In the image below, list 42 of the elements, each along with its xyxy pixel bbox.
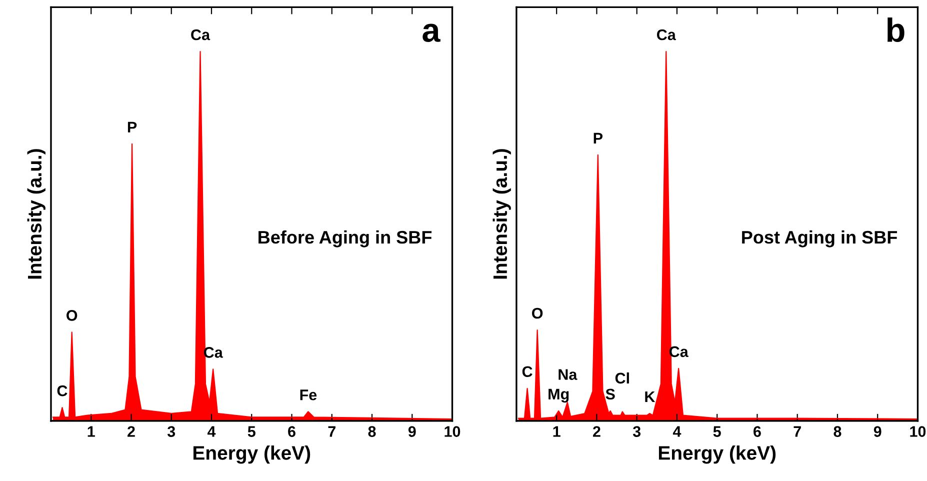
x-tick-label: 4: [207, 426, 216, 437]
annotation: Mg: [548, 388, 569, 403]
text: a: [422, 24, 440, 42]
annotation: P: [128, 122, 137, 132]
x-tick-label: 5: [248, 426, 256, 437]
x-tick-label: 9: [408, 426, 416, 437]
y-axis-title: Intensity (a.u.): [492, 149, 511, 279]
x-tick-label: 7: [794, 426, 801, 437]
annotation: C: [522, 366, 532, 378]
x-tick-label: 10: [444, 426, 460, 437]
x-tick-label: 7: [328, 426, 336, 437]
annotation: Cl: [615, 372, 629, 384]
x-tick-label: 2: [592, 426, 600, 437]
x-tick-label: 1: [88, 426, 95, 437]
annotation: Post Aging in SBF: [742, 230, 898, 248]
x-tick-label: 1: [553, 426, 560, 437]
x-tick-label: 2: [128, 426, 135, 437]
annotation: Ca: [656, 29, 676, 40]
annotation: Na: [558, 369, 578, 380]
annotation: S: [606, 388, 615, 400]
x-tick-label: 10: [910, 426, 926, 437]
x-tick-label: 3: [167, 426, 176, 437]
annotation: Ca: [191, 29, 210, 40]
x-tick-label: 8: [834, 426, 842, 437]
x-tick-label: 4: [672, 426, 682, 437]
y-axis-title: Intensity (a.u.): [27, 149, 46, 279]
annotation: Before Aging in SBF: [258, 230, 432, 248]
annotation: Fe: [300, 390, 317, 400]
text: b: [888, 18, 904, 42]
x-tick-label: 6: [754, 426, 761, 437]
x-tick-label: 3: [632, 426, 641, 437]
x-axis-title: Energy (keV): [193, 446, 310, 464]
x-tick-label: 8: [368, 426, 376, 437]
x-tick-label: 9: [874, 426, 882, 437]
x-tick-label: 6: [288, 426, 296, 437]
x-axis-title: Energy (keV): [658, 446, 776, 464]
x-tick-label: 5: [713, 426, 721, 437]
annotation: O: [532, 308, 543, 319]
annotation: K: [645, 391, 656, 402]
annotation: P: [594, 132, 602, 144]
annotation: C: [57, 385, 68, 396]
annotation: O: [66, 310, 78, 321]
